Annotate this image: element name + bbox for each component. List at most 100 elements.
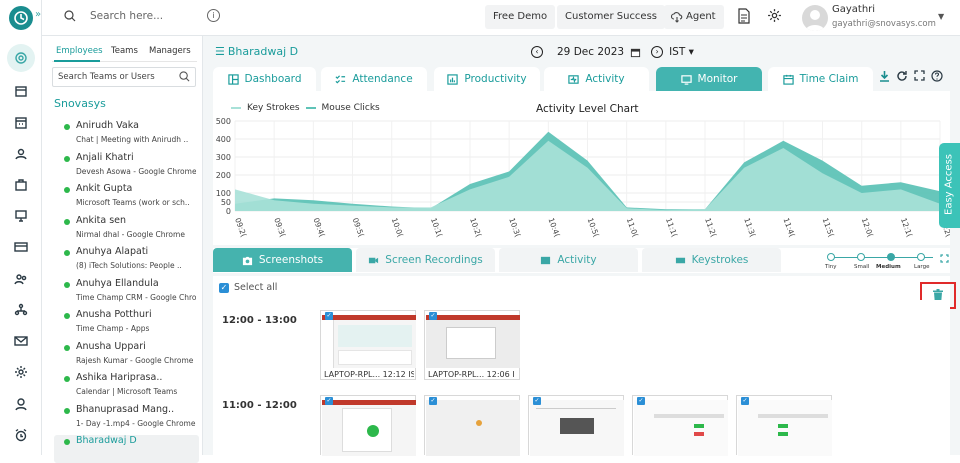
subtab-keystrokes[interactable]: Keystrokes: [642, 248, 781, 272]
monitor-nav-icon[interactable]: [7, 44, 35, 72]
x-tick-label: 11:0(: [625, 217, 640, 239]
select-all-checkbox[interactable]: ✓: [219, 283, 229, 293]
thumbnail-size-slider[interactable]: Tiny Small Medium Large: [825, 250, 945, 272]
settings-icon[interactable]: [767, 8, 785, 26]
tab-dashboard-label: Dashboard: [244, 73, 302, 85]
user-nav-icon[interactable]: [12, 145, 30, 163]
employee-list-item[interactable]: Anusha Potthuri Time Champ - Apps: [54, 309, 199, 337]
screenshot-checkbox[interactable]: ✓: [429, 312, 437, 320]
subtab-screen-recordings[interactable]: Screen Recordings: [356, 248, 495, 272]
next-day-icon[interactable]: ›: [651, 46, 664, 58]
subtab-activity[interactable]: Activity: [499, 248, 638, 272]
help-icon[interactable]: [931, 70, 943, 85]
agent-button[interactable]: Agent: [664, 5, 724, 29]
app-logo-icon[interactable]: [9, 6, 33, 30]
screenshot-thumbnail[interactable]: ✓: [632, 395, 728, 456]
legend-keystrokes[interactable]: Key Strokes: [247, 103, 300, 113]
employee-list-item[interactable]: Anuhya Ellandula Time Champ CRM - Google …: [54, 278, 199, 306]
tab-time-claim[interactable]: Time Claim: [768, 67, 873, 91]
screenshot-thumbnail[interactable]: ✓ LAPTOP-RPL... 12:06 I: [424, 310, 520, 380]
download-icon[interactable]: [879, 70, 890, 85]
employee-current-app: Time Champ - Apps: [76, 324, 150, 333]
tab-managers[interactable]: Managers: [149, 46, 191, 56]
profile-nav-icon[interactable]: [12, 395, 30, 413]
employee-list-item[interactable]: Ankit Gupta Microsoft Teams (work or sch.…: [54, 183, 199, 211]
projects-nav-icon[interactable]: [12, 176, 30, 194]
tab-teams[interactable]: Teams: [111, 46, 138, 56]
calendar-nav-icon[interactable]: [12, 82, 30, 100]
screenshot-image: [738, 400, 832, 456]
tab-activity[interactable]: Activity: [544, 67, 649, 91]
screenshot-image: [322, 400, 416, 456]
customer-success-button[interactable]: Customer Success: [557, 5, 666, 29]
user-menu[interactable]: Gayathri gayathri@snovasys.com ▼: [802, 3, 960, 33]
screenshot-thumbnail[interactable]: ✓: [528, 395, 624, 456]
date-value[interactable]: 29 Dec 2023: [557, 46, 625, 58]
billing-nav-icon[interactable]: [12, 238, 30, 256]
employee-list-item[interactable]: Ankita sen Nirmal dhal - Google Chrome: [54, 215, 199, 243]
activity-chart-panel: Key Strokes Mouse Clicks Activity Level …: [213, 91, 950, 245]
calendar-icon[interactable]: [630, 47, 641, 58]
refresh-icon[interactable]: [896, 70, 908, 85]
organization-name: Snovasys: [54, 97, 106, 110]
employee-name: Anuhya Ellandula: [76, 277, 159, 289]
size-tiny-point[interactable]: [827, 253, 835, 261]
size-large-point[interactable]: [917, 253, 925, 261]
employee-list-item[interactable]: Anirudh Vaka Chat | Meeting with Anirudh …: [54, 120, 199, 148]
size-medium-point[interactable]: [887, 253, 895, 261]
employee-header[interactable]: ☰ Bharadwaj D: [215, 45, 298, 58]
tab-attendance-label: Attendance: [352, 73, 413, 85]
tab-monitor[interactable]: Monitor: [656, 67, 762, 91]
keyboard-icon: [675, 257, 685, 263]
screenshot-thumbnail[interactable]: ✓ LAPTOP-RPL... 12:12 IS: [320, 310, 416, 380]
employee-list-item[interactable]: Anusha Uppari Rajesh Kumar - Google Chrom…: [54, 341, 199, 369]
screenshot-checkbox[interactable]: ✓: [637, 397, 645, 405]
screenshot-checkbox[interactable]: ✓: [429, 397, 437, 405]
document-icon[interactable]: [737, 8, 755, 26]
schedule-nav-icon[interactable]: [12, 114, 30, 132]
team-nav-icon[interactable]: [12, 270, 30, 288]
size-tiny-label: Tiny: [825, 264, 837, 270]
user-name: Gayathri: [832, 4, 876, 15]
screenshot-thumbnail[interactable]: ✓: [424, 395, 520, 456]
online-status-dot: [64, 407, 70, 414]
easy-access-tab[interactable]: Easy Access: [939, 143, 960, 228]
global-search-input[interactable]: Search here...: [90, 10, 164, 22]
employee-list-item[interactable]: Bhanuprasad Mang.. 1- Day -1.mp4 - Google…: [54, 404, 199, 432]
tab-dashboard[interactable]: Dashboard: [213, 67, 316, 91]
monitor-icon: [680, 74, 692, 85]
screenshot-thumbnail[interactable]: ✓: [736, 395, 832, 456]
date-picker: ‹ 29 Dec 2023 › IST ▾: [531, 44, 694, 60]
alarm-nav-icon[interactable]: [12, 426, 30, 444]
legend-mouseclicks[interactable]: Mouse Clicks: [321, 103, 380, 113]
screenshot-checkbox[interactable]: ✓: [741, 397, 749, 405]
team-user-search-input[interactable]: Search Teams or Users: [52, 67, 196, 87]
select-all-label[interactable]: Select all: [234, 282, 278, 293]
previous-day-icon[interactable]: ‹: [531, 46, 543, 58]
screenshot-checkbox[interactable]: ✓: [325, 312, 333, 320]
employee-list-item[interactable]: Anuhya Alapati (8) iTech Solutions: Peopl…: [54, 246, 199, 274]
tab-employees[interactable]: Employees: [56, 46, 103, 56]
expand-icon[interactable]: [940, 253, 949, 266]
subtab-screenshots[interactable]: Screenshots: [213, 248, 352, 272]
mail-nav-icon[interactable]: [12, 332, 30, 350]
tab-productivity[interactable]: Productivity: [434, 67, 540, 91]
employee-list-item[interactable]: Bharadwaj D: [54, 435, 199, 463]
screen-nav-icon[interactable]: [12, 207, 30, 225]
employee-name: Anuhya Alapati: [76, 246, 149, 257]
screenshot-checkbox[interactable]: ✓: [325, 397, 333, 405]
employee-list-item[interactable]: Ashika Hariprasa.. Calendar | Microsoft T…: [54, 372, 199, 400]
org-nav-icon[interactable]: [12, 301, 30, 319]
free-demo-button[interactable]: Free Demo: [485, 5, 556, 29]
settings-nav-icon[interactable]: [12, 363, 30, 381]
screenshot-checkbox[interactable]: ✓: [533, 397, 541, 405]
info-icon[interactable]: i: [207, 9, 220, 22]
expand-sidebar-icon[interactable]: »: [35, 9, 42, 20]
series-area-key-strokes[interactable]: [235, 140, 940, 211]
fullscreen-icon[interactable]: [914, 70, 925, 85]
screenshot-thumbnail[interactable]: ✓: [320, 395, 416, 456]
tab-attendance[interactable]: Attendance: [321, 67, 427, 91]
size-small-point[interactable]: [857, 253, 865, 261]
timezone-select[interactable]: IST ▾: [669, 46, 694, 58]
employee-list-item[interactable]: Anjali Khatri Devesh Asowa - Google Chrom…: [54, 152, 199, 180]
